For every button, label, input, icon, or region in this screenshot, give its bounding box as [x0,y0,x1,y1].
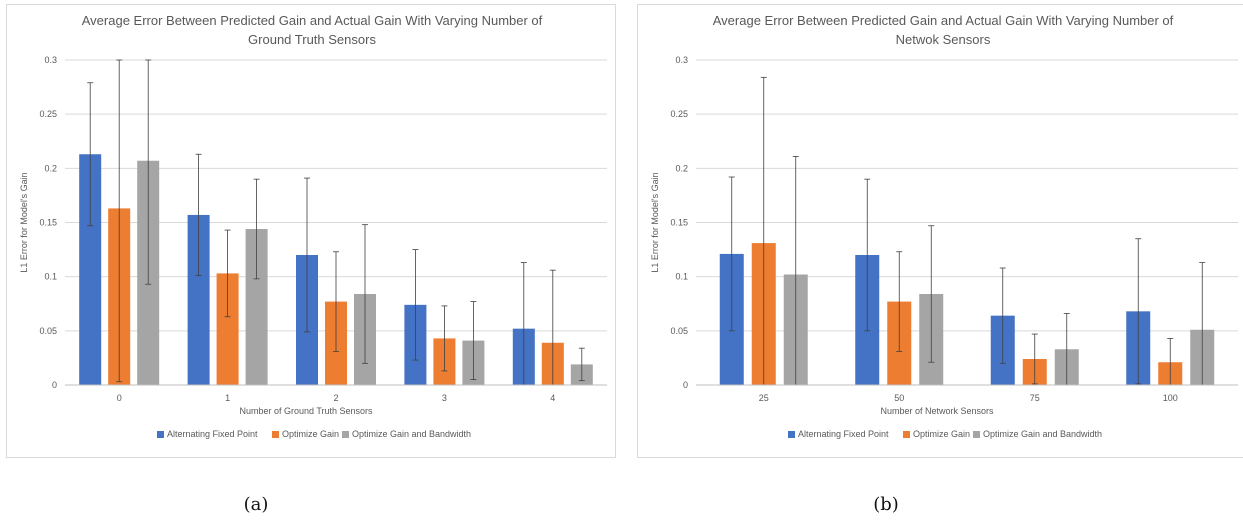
y-axis-label: L1 Error for Model's Gain [19,172,29,272]
bar [216,273,239,385]
y-tick-label: 0.15 [39,218,57,228]
bar [79,154,102,385]
x-tick-label: 75 [1030,393,1040,403]
legend-label: Alternating Fixed Point [798,429,889,439]
chart-title-line: Average Error Between Predicted Gain and… [713,13,1174,28]
y-tick-label: 0.3 [675,55,688,65]
y-tick-label: 0.15 [670,218,688,228]
x-tick-label: 3 [442,393,447,403]
legend-swatch [272,431,279,438]
y-tick-label: 0.3 [44,55,57,65]
x-tick-label: 100 [1163,393,1178,403]
chart-title-line: Average Error Between Predicted Gain and… [82,13,543,28]
chart-a: Average Error Between Predicted Gain and… [19,13,607,439]
legend-label: Optimize Gain and Bandwidth [352,429,471,439]
chart-title-line: Netwok Sensors [896,32,991,47]
legend-label: Optimize Gain [282,429,339,439]
y-tick-label: 0.2 [675,163,688,173]
x-tick-label: 0 [117,393,122,403]
y-tick-label: 0 [52,380,57,390]
legend-label: Optimize Gain [913,429,970,439]
y-tick-label: 0.05 [670,326,688,336]
chart-panel-b: Average Error Between Predicted Gain and… [637,4,1243,458]
y-tick-label: 0.25 [39,109,57,119]
legend-swatch [788,431,795,438]
chart-panel-a: Average Error Between Predicted Gain and… [6,4,616,458]
x-tick-label: 1 [225,393,230,403]
y-tick-label: 0.25 [670,109,688,119]
bar [187,214,210,385]
chart-title-line: Ground Truth Sensors [248,32,376,47]
y-tick-label: 0.1 [675,272,688,282]
caption-b: (b) [873,494,899,515]
x-tick-label: 25 [759,393,769,403]
y-tick-label: 0.05 [39,326,57,336]
legend-label: Optimize Gain and Bandwidth [983,429,1102,439]
legend-swatch [342,431,349,438]
x-tick-label: 50 [894,393,904,403]
x-axis-label: Number of Network Sensors [880,406,994,416]
y-tick-label: 0.2 [44,163,57,173]
chart-b: Average Error Between Predicted Gain and… [650,13,1238,439]
bar [245,229,268,385]
y-tick-label: 0 [683,380,688,390]
x-axis-label: Number of Ground Truth Sensors [239,406,373,416]
caption-a: (a) [243,494,269,515]
legend-swatch [157,431,164,438]
y-axis-label: L1 Error for Model's Gain [650,172,660,272]
legend-label: Alternating Fixed Point [167,429,258,439]
legend-swatch [903,431,910,438]
x-tick-label: 4 [550,393,555,403]
y-tick-label: 0.1 [44,272,57,282]
x-tick-label: 2 [333,393,338,403]
legend-swatch [973,431,980,438]
